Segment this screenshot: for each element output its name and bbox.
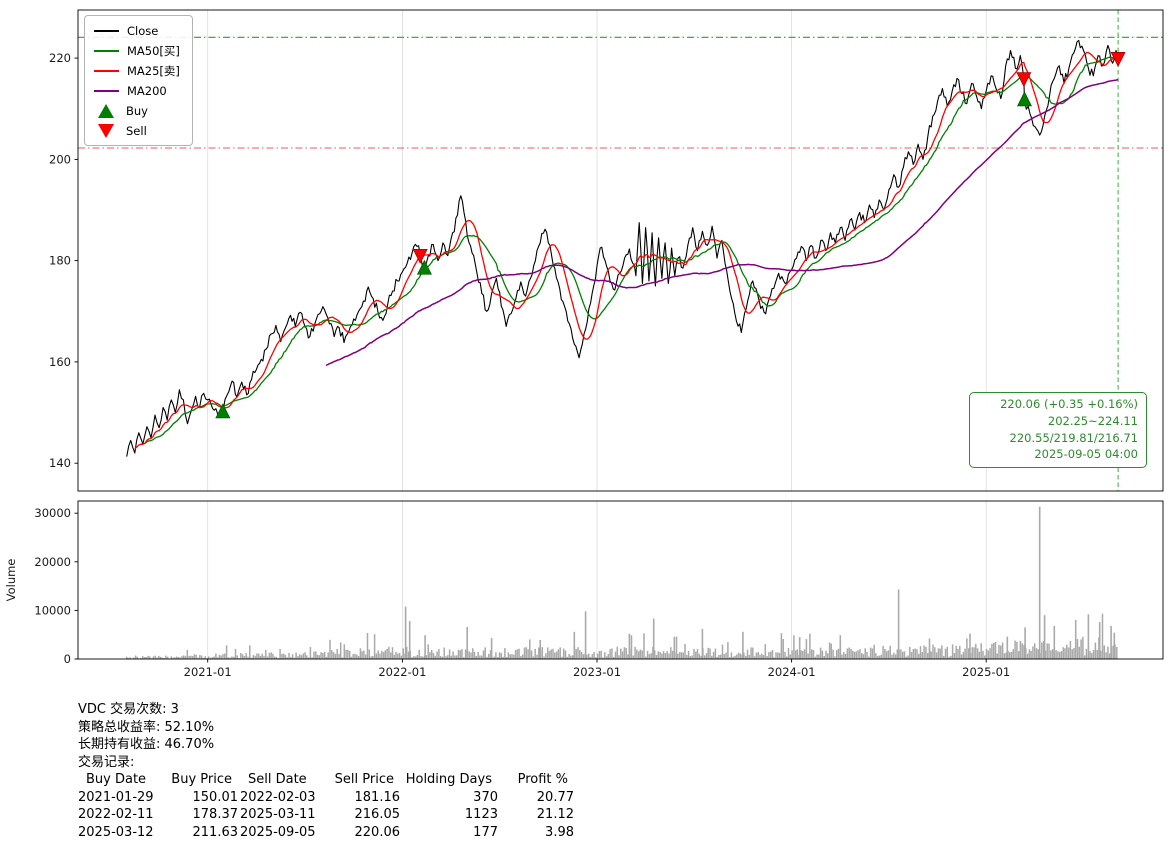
close-line-icon bbox=[94, 29, 119, 32]
trade-cell: 181.16 bbox=[354, 789, 401, 805]
annotation-timestamp: 2025-09-05 04:00 bbox=[1034, 447, 1138, 462]
trade-cell: 2025-03-11 bbox=[240, 807, 316, 823]
trade-cell: 178.37 bbox=[192, 807, 239, 823]
svg-text:160: 160 bbox=[49, 355, 71, 369]
annotation-ma-values: 220.55/219.81/216.71 bbox=[1009, 430, 1138, 445]
svg-text:2021-01: 2021-01 bbox=[184, 665, 232, 679]
svg-text:30000: 30000 bbox=[34, 506, 71, 520]
trade-row: 2025-03-12 211.63 2025-09-05 220.06 177 3.98 bbox=[78, 824, 576, 841]
trade-cell: 2025-09-05 bbox=[240, 824, 316, 840]
trade-cell: 216.05 bbox=[354, 807, 401, 823]
price-annotation-box: 220.06 (+0.35 +0.16%) 202.25~224.11 220.… bbox=[969, 392, 1147, 469]
trade-row: 2022-02-11 178.37 2025-03-11 216.05 1123 21.1… bbox=[78, 806, 576, 823]
trade-cell: 1123 bbox=[464, 807, 498, 823]
svg-text:2025-01: 2025-01 bbox=[962, 665, 1010, 679]
buy-marker-icon bbox=[98, 103, 114, 118]
legend-item: Buy bbox=[94, 103, 180, 118]
chart-legend: Close MA50[买] MA25[卖] MA200 Buy Sell bbox=[84, 15, 193, 146]
trade-header-cell: Profit % bbox=[517, 772, 568, 788]
svg-text:2024-01: 2024-01 bbox=[768, 665, 816, 679]
annotation-price-range: 202.25~224.11 bbox=[1047, 413, 1138, 428]
ma50-line-icon bbox=[94, 49, 119, 52]
trade-cell: 2021-01-29 bbox=[78, 789, 154, 805]
trade-row: 2021-01-29 150.01 2022-02-03 181.16 370 20.77 bbox=[78, 789, 576, 806]
trade-cell: 220.06 bbox=[354, 824, 401, 840]
svg-text:Volume: Volume bbox=[4, 559, 18, 602]
legend-label: MA50[买] bbox=[127, 43, 180, 58]
svg-text:220: 220 bbox=[49, 51, 71, 65]
legend-item: MA200 bbox=[94, 83, 180, 98]
trade-cell: 211.63 bbox=[192, 824, 239, 840]
legend-label: Close bbox=[127, 23, 159, 38]
trade-log-title: 交易记录: bbox=[78, 754, 135, 770]
trade-cell: 150.01 bbox=[192, 789, 239, 805]
ma200-line-icon bbox=[94, 89, 119, 92]
legend-item: Sell bbox=[94, 123, 180, 138]
legend-label: MA25[卖] bbox=[127, 63, 180, 78]
legend-label: Sell bbox=[126, 123, 147, 138]
sell-marker-icon bbox=[98, 123, 114, 138]
trade-cell: 2022-02-11 bbox=[78, 807, 154, 823]
trade-header-cell: Holding Days bbox=[405, 772, 492, 788]
trade-cell: 21.12 bbox=[536, 807, 574, 823]
trade-cell: 2022-02-03 bbox=[240, 789, 316, 805]
strategy-stats: VDC 交易次数: 3 策略总收益率: 52.10% 长期持有收益: 46.70… bbox=[78, 701, 576, 841]
trade-count-line: VDC 交易次数: 3 bbox=[78, 702, 179, 717]
trade-header-cell: Buy Date bbox=[86, 772, 147, 788]
svg-text:0: 0 bbox=[64, 652, 71, 666]
legend-item: Close bbox=[94, 23, 180, 38]
svg-text:2023-01: 2023-01 bbox=[573, 665, 621, 679]
svg-text:200: 200 bbox=[49, 152, 71, 166]
buyhold-return-line: 长期持有收益: 46.70% bbox=[78, 737, 215, 753]
legend-item: MA50[买] bbox=[94, 43, 180, 58]
trade-header-cell: Sell Price bbox=[334, 772, 394, 788]
trade-table: Buy Date Buy Price Sell Date Sell Price Hold… bbox=[78, 771, 576, 841]
trade-cell: 177 bbox=[473, 824, 498, 840]
trade-table-header: Buy Date Buy Price Sell Date Sell Price Hold… bbox=[78, 771, 576, 788]
trade-cell: 3.98 bbox=[545, 824, 574, 840]
trade-cell: 370 bbox=[473, 789, 498, 805]
svg-text:2022-01: 2022-01 bbox=[378, 665, 426, 679]
svg-text:140: 140 bbox=[49, 456, 71, 470]
trade-cell: 2025-03-12 bbox=[78, 824, 154, 840]
strategy-return-line: 策略总收益率: 52.10% bbox=[78, 719, 215, 735]
legend-label: MA200 bbox=[127, 83, 167, 98]
annotation-last-price: 220.06 (+0.35 +0.16%) bbox=[1000, 397, 1138, 411]
svg-text:10000: 10000 bbox=[34, 603, 71, 617]
trade-header-cell: Buy Price bbox=[171, 772, 232, 788]
legend-label: Buy bbox=[126, 103, 148, 118]
trade-cell: 20.77 bbox=[536, 789, 574, 805]
svg-text:180: 180 bbox=[49, 254, 71, 268]
ma25-line-icon bbox=[94, 69, 119, 72]
trade-header-cell: Sell Date bbox=[248, 772, 307, 788]
legend-item: MA25[卖] bbox=[94, 63, 180, 78]
svg-text:20000: 20000 bbox=[34, 555, 71, 569]
